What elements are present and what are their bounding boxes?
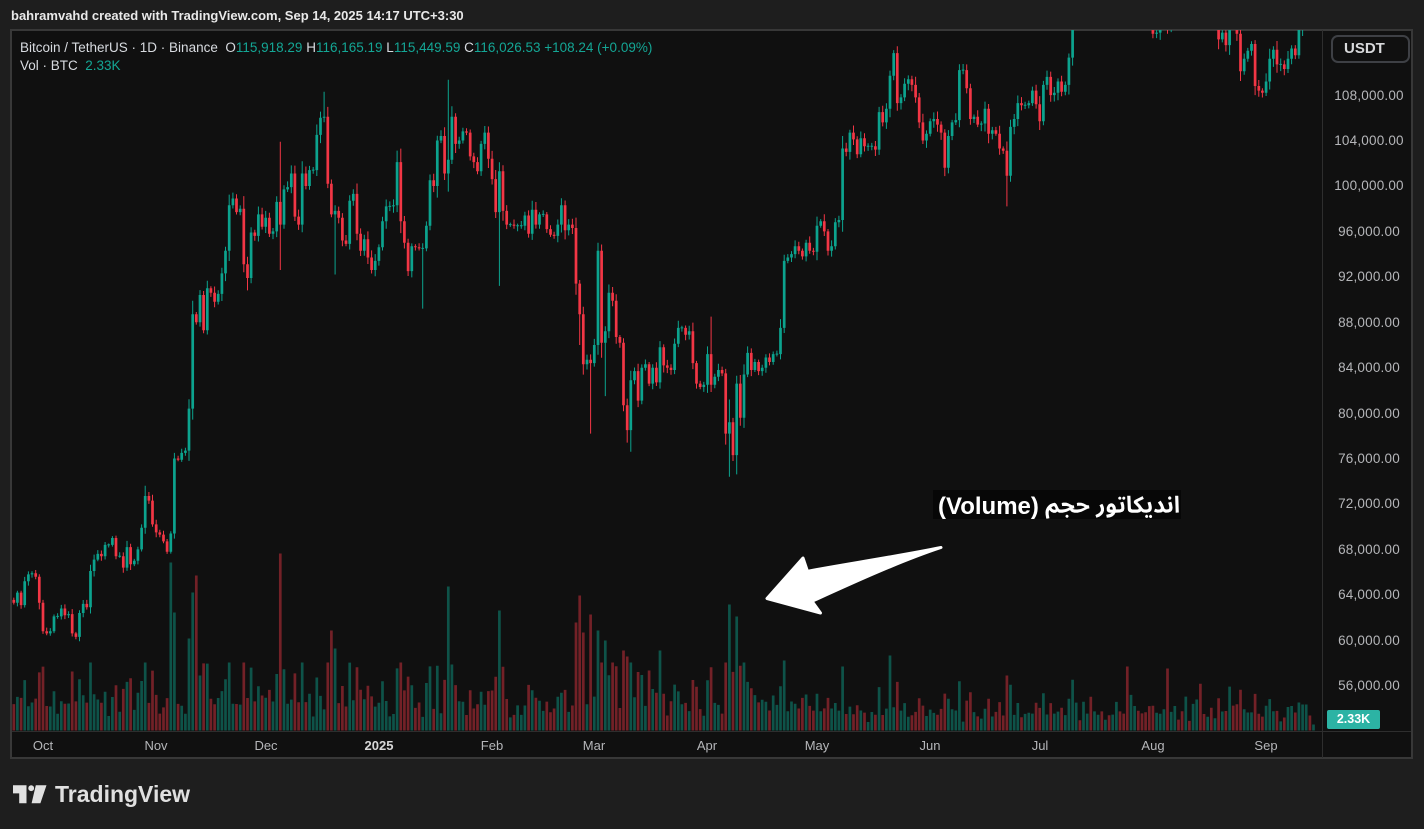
svg-text:(Volume): (Volume) [938,493,1039,520]
